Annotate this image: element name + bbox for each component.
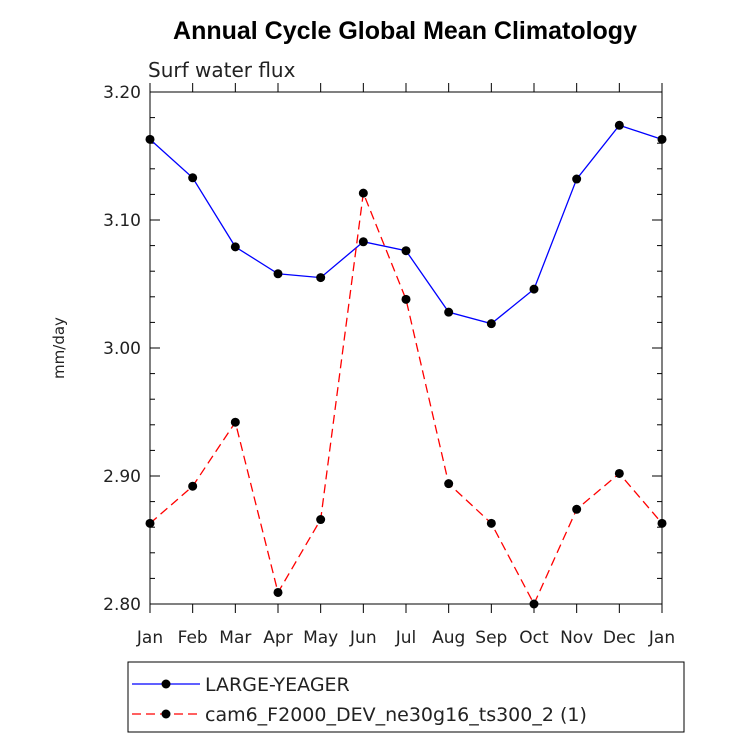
series-1-point [230,417,240,427]
series-0-point [358,237,368,247]
x-tick-label: May [303,628,338,648]
series-0-point [316,273,326,283]
series-line-0 [149,124,663,325]
series-1-point [572,504,582,514]
x-tick-label: Jan [136,628,163,648]
series-0-point [401,246,411,256]
series-1-point [486,518,496,528]
legend-box [127,661,685,733]
x-tick-label: Feb [178,628,208,648]
series-1-point [188,481,198,491]
y-tick-label: 2.80 [103,595,141,615]
x-tick-label: Mar [219,628,251,648]
series-0-point [657,134,667,144]
chart-subtitle: Surf water flux [148,58,296,82]
series-0-point [230,242,240,252]
series-0-point [614,120,624,130]
x-tick-label: Nov [560,628,593,648]
chart-title: Annual Cycle Global Mean Climatology [173,17,637,45]
series-1-point [614,468,624,478]
y-tick-label: 2.90 [103,467,141,487]
series-1-point [316,515,326,525]
x-tick-label: Oct [519,628,549,648]
y-tick-labels: 2.80 2.90 3.00 3.10 3.20 [103,83,141,615]
series-0-point [529,284,539,294]
y-tick-label: 3.10 [103,211,141,231]
series-1-point [358,188,368,198]
y-axis-label: mm/day [50,317,68,379]
series-0-point [273,269,283,279]
axis-ticks [149,83,663,613]
series-1-point [657,518,667,528]
legend-label: cam6_F2000_DEV_ne30g16_ts300_2 (1) [205,704,587,726]
series-1-point [273,587,283,597]
legend-label: LARGE-YEAGER [205,674,350,696]
series-0-point [486,319,496,329]
series-0-point [572,174,582,184]
series-1-point [145,518,155,528]
series-1-point [444,479,454,489]
series-layer [145,120,667,609]
x-tick-label: Jun [349,628,377,648]
y-tick-label: 3.00 [103,339,141,359]
x-tick-label: Dec [603,628,636,648]
x-tick-label: Apr [263,628,292,648]
series-1-point [401,294,411,304]
x-tick-label: Aug [432,628,465,648]
series-0-point [444,307,454,317]
x-tick-label: Jul [395,628,417,648]
x-tick-labels: Jan Feb Mar Apr May Jun Jul Aug Sep Oct Nov Dec Jan [136,628,675,648]
series-1-point [529,599,539,609]
x-tick-label: Jan [648,628,675,648]
legend-marker-0 [161,679,171,689]
x-tick-label: Sep [475,628,507,648]
series-0-point [188,173,198,183]
legend-marker-1 [161,709,171,719]
series-0-point [145,134,155,144]
legend: LARGE-YEAGER cam6_F2000_DEV_ne30g16_ts300… [132,674,587,726]
y-tick-label: 3.20 [103,83,141,103]
